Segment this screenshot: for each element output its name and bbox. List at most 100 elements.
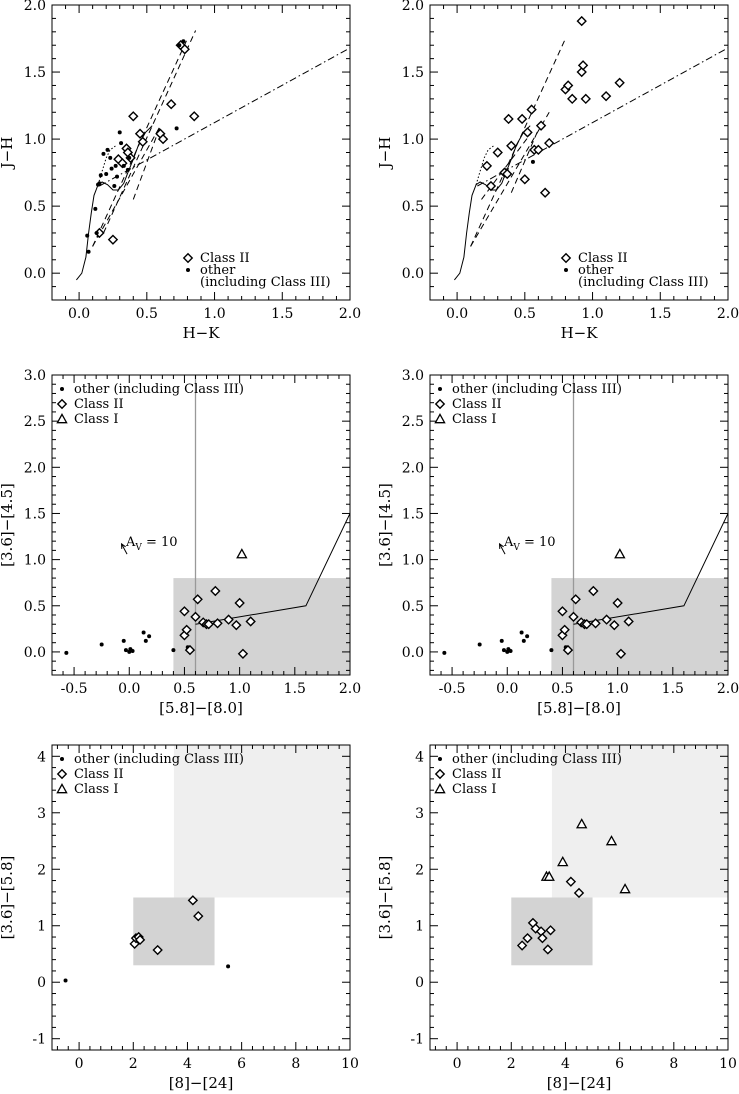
y-tick-label: 2.5 bbox=[402, 414, 424, 430]
data-point bbox=[576, 818, 588, 829]
x-tick-label: 1.0 bbox=[228, 681, 250, 697]
data-point bbox=[115, 174, 120, 179]
data-point bbox=[121, 638, 126, 643]
arrow-head bbox=[120, 542, 126, 549]
legend-label: other (including Class III) bbox=[74, 752, 244, 767]
x-tick-label: 0 bbox=[75, 1056, 84, 1072]
legend-label: (including Class III) bbox=[578, 275, 709, 290]
data-point bbox=[533, 144, 544, 156]
data-point bbox=[542, 944, 554, 955]
data-point bbox=[530, 159, 535, 164]
y-tick-label: 0.0 bbox=[24, 645, 46, 661]
shaded-region-0 bbox=[551, 578, 728, 675]
data-point bbox=[171, 648, 176, 653]
y-tick-label: 1.0 bbox=[24, 132, 46, 148]
data-point bbox=[565, 876, 577, 887]
data-point bbox=[570, 594, 581, 605]
shaded-region-1 bbox=[133, 897, 215, 966]
data-point bbox=[123, 648, 128, 653]
curve-solid-1 bbox=[195, 513, 350, 625]
data-point bbox=[193, 910, 204, 922]
data-point bbox=[526, 104, 537, 115]
panel-p2: 0.0 0.5 1.0 1.5 2.0 0.0 0.5 1.0 1.5 2.0 H−K J−H Clas… bbox=[376, 0, 739, 342]
x-tick-label: 2.0 bbox=[717, 306, 739, 322]
data-point bbox=[614, 77, 625, 88]
data-point bbox=[539, 187, 551, 198]
data-point bbox=[166, 99, 177, 110]
y-tick-label: 2.0 bbox=[402, 460, 424, 476]
axes-frame bbox=[51, 744, 351, 1051]
y-tick-label: 1.0 bbox=[24, 553, 46, 569]
legend-label: Class II bbox=[578, 251, 628, 266]
data-point bbox=[525, 634, 530, 639]
data-point bbox=[557, 855, 569, 867]
y-tick-label: 0.0 bbox=[402, 645, 424, 661]
data-point bbox=[567, 93, 578, 105]
curve-dotted-1 bbox=[475, 145, 494, 185]
curve-dashed-3 bbox=[470, 112, 550, 247]
axes-frame bbox=[51, 374, 351, 676]
legend-marker-diamond bbox=[182, 252, 194, 264]
data-point bbox=[501, 648, 506, 653]
data-point bbox=[619, 883, 631, 894]
x-tick-label: 4 bbox=[183, 1056, 192, 1072]
series-class-ii bbox=[179, 585, 256, 659]
legend-marker-diamond bbox=[434, 398, 446, 410]
y-tick-label: 0.5 bbox=[402, 599, 424, 615]
y-tick-label: 2.0 bbox=[24, 0, 46, 14]
y-tick-label: 3.0 bbox=[402, 368, 424, 384]
x-tick-label: 2 bbox=[129, 1056, 138, 1072]
legend-label: Class II bbox=[452, 397, 502, 412]
legend-marker-dot bbox=[186, 268, 190, 272]
data-point bbox=[113, 163, 118, 168]
x-axis-label: H−K bbox=[183, 324, 221, 342]
series-class-ii bbox=[557, 585, 634, 659]
data-point bbox=[187, 895, 199, 906]
legend: other (including Class III)Class IIClass… bbox=[56, 382, 244, 427]
x-tick-label: 1.0 bbox=[581, 306, 603, 322]
data-point bbox=[580, 93, 591, 105]
data-point bbox=[85, 233, 90, 238]
curve-solid-1 bbox=[573, 513, 728, 625]
legend-label: (including Class III) bbox=[200, 275, 331, 290]
data-point bbox=[184, 644, 196, 656]
data-point bbox=[128, 111, 139, 122]
data-point bbox=[562, 80, 574, 91]
data-point bbox=[147, 634, 152, 639]
data-point bbox=[502, 168, 513, 180]
data-point bbox=[237, 648, 249, 659]
legend-label: Class I bbox=[74, 782, 118, 797]
legend-marker-diamond bbox=[56, 398, 68, 410]
x-tick-label: 6 bbox=[615, 1056, 624, 1072]
x-tick-label: 1.5 bbox=[662, 681, 684, 697]
y-tick-label: 2 bbox=[37, 862, 46, 878]
y-tick-label: 0.5 bbox=[402, 199, 424, 215]
data-point bbox=[63, 978, 68, 983]
data-point bbox=[521, 638, 526, 643]
x-tick-label: 1.5 bbox=[649, 306, 671, 322]
extinction-arrow bbox=[121, 543, 128, 555]
data-point bbox=[117, 130, 122, 135]
data-point bbox=[190, 611, 201, 623]
x-tick-label: 0.5 bbox=[173, 681, 195, 697]
series-other bbox=[63, 964, 231, 983]
y-tick-label: 1.0 bbox=[402, 132, 424, 148]
data-point bbox=[545, 925, 556, 936]
data-point bbox=[181, 39, 186, 44]
legend-label: Class I bbox=[74, 412, 118, 427]
data-point bbox=[134, 128, 146, 139]
legend-marker-dot bbox=[60, 757, 64, 761]
legend-label: other (including Class III) bbox=[452, 382, 622, 397]
y-axis-label: [3.6]−[4.5] bbox=[0, 483, 16, 567]
data-point bbox=[94, 230, 99, 235]
y-tick-label: 0.0 bbox=[402, 266, 424, 282]
x-tick-label: 2.0 bbox=[339, 681, 361, 697]
x-axis-label: H−K bbox=[561, 324, 599, 342]
y-tick-label: 3 bbox=[37, 806, 46, 822]
data-point bbox=[226, 964, 231, 969]
data-point bbox=[588, 585, 599, 597]
shaded-region-0 bbox=[173, 745, 350, 898]
data-point bbox=[192, 594, 203, 605]
x-axis-label: [8]−[24] bbox=[547, 1074, 612, 1092]
